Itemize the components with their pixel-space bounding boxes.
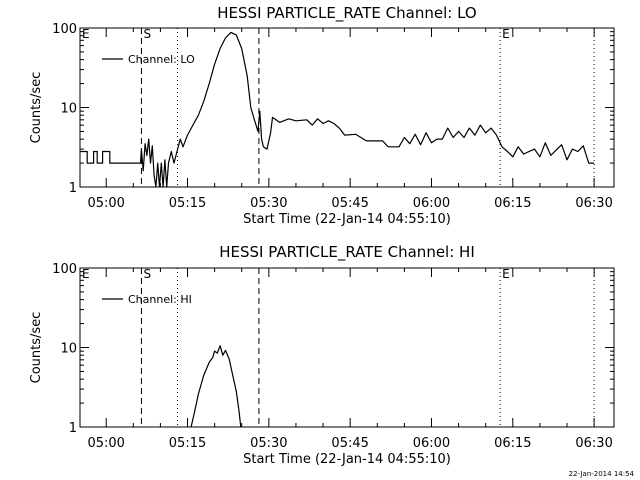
hi-marker-label: E <box>82 267 90 281</box>
lo-x-tick-label: 05:30 <box>250 196 287 211</box>
lo-panel: HESSI PARTICLE_RATE Channel: LO 1 10 100 05:… <box>29 4 615 227</box>
lo-marker-label: E <box>502 27 510 41</box>
lo-x-tick-label: 06:00 <box>413 196 450 211</box>
hi-x-tick-label: 06:30 <box>575 436 612 451</box>
hi-panel: HESSI PARTICLE_RATE Channel: HI 1 10 100 05:… <box>29 243 615 467</box>
hi-chart-title: HESSI PARTICLE_RATE Channel: HI <box>219 243 475 262</box>
lo-x-tick-label: 05:00 <box>87 196 124 211</box>
hi-x-tick-label: 06:15 <box>494 436 531 451</box>
lo-x-tick-label: 05:15 <box>169 196 206 211</box>
lo-legend-label: Channel: LO <box>128 53 195 66</box>
hi-marker-label: S <box>143 267 151 281</box>
lo-chart-title: HESSI PARTICLE_RATE Channel: LO <box>217 4 476 23</box>
hi-x-axis-title: Start Time (22-Jan-14 04:55:10) <box>243 452 451 467</box>
hi-x-tick-label: 06:00 <box>413 436 450 451</box>
hi-x-tick-label: 05:00 <box>87 436 124 451</box>
lo-series-line <box>80 31 595 188</box>
hi-plot-frame <box>79 267 615 428</box>
hi-x-tick-label: 05:45 <box>331 436 368 451</box>
footer-date: 22-Jan-2014 14:54 <box>568 470 634 478</box>
lo-x-axis-title: Start Time (22-Jan-14 04:55:10) <box>243 212 451 227</box>
lo-y-tick-label: 100 <box>52 22 77 37</box>
lo-y-tick-label: 1 <box>69 181 77 196</box>
hi-y-axis-title: Counts/sec <box>29 312 44 384</box>
hi-series-line <box>190 345 242 428</box>
hi-y-tick-label: 10 <box>60 342 77 357</box>
lo-plot-frame <box>79 27 615 188</box>
hi-y-tick-label: 100 <box>52 262 77 277</box>
lo-x-tick-label: 05:45 <box>331 196 368 211</box>
lo-x-tick-label: 06:15 <box>494 196 531 211</box>
lo-x-tick-label: 06:30 <box>575 196 612 211</box>
lo-marker-label: S <box>143 27 151 41</box>
hi-x-tick-label: 05:15 <box>169 436 206 451</box>
hi-marker-label: E <box>502 267 510 281</box>
lo-y-tick-label: 10 <box>60 102 77 117</box>
lo-y-axis-title: Counts/sec <box>29 72 44 144</box>
hi-y-tick-label: 1 <box>69 421 77 436</box>
hi-x-tick-label: 05:30 <box>250 436 287 451</box>
hi-legend-label: Channel: HI <box>128 293 192 306</box>
lo-marker-label: E <box>82 27 90 41</box>
